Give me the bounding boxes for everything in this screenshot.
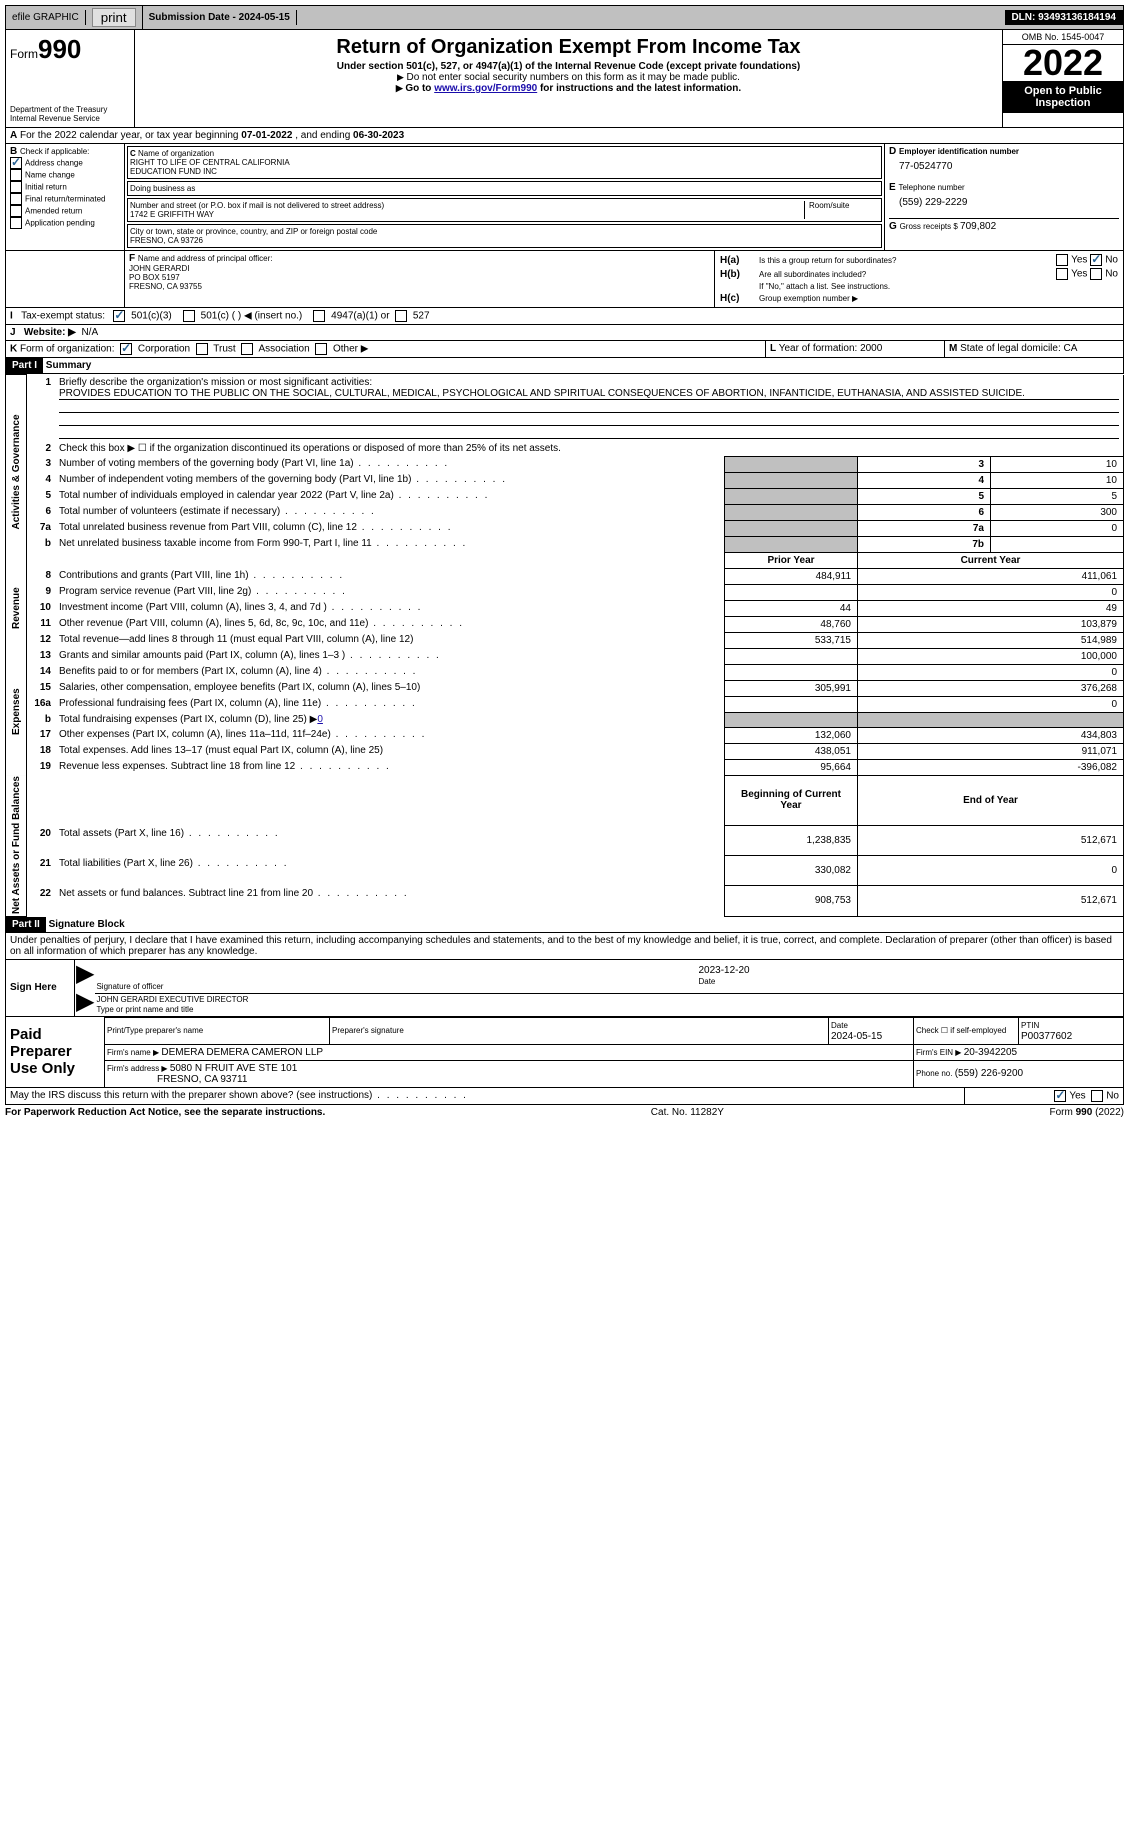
irs-label: Internal Revenue Service bbox=[10, 114, 130, 123]
officer-city: FRESNO, CA 93755 bbox=[129, 282, 710, 291]
form-title: Return of Organization Exempt From Incom… bbox=[139, 36, 998, 59]
table-row: 3Number of voting members of the governi… bbox=[6, 456, 1124, 472]
side-expenses: Expenses bbox=[6, 648, 27, 775]
table-row: 10Investment income (Part VIII, column (… bbox=[6, 600, 1124, 616]
ssn-note: Do not enter social security numbers on … bbox=[139, 72, 998, 83]
tax-period-row: A For the 2022 calendar year, or tax yea… bbox=[5, 128, 1124, 144]
tax-exempt-row: I Tax-exempt status: 501(c)(3) 501(c) ( … bbox=[5, 308, 1124, 325]
firm-name: DEMERA DEMERA CAMERON LLP bbox=[161, 1047, 323, 1058]
check-initial[interactable]: Initial return bbox=[10, 181, 120, 193]
part1-table: Activities & Governance 1 Briefly descri… bbox=[5, 374, 1124, 917]
table-row: 19Revenue less expenses. Subtract line 1… bbox=[6, 759, 1124, 775]
officer-name-title: JOHN GERARDI EXECUTIVE DIRECTOR bbox=[96, 995, 1122, 1004]
self-employed-check[interactable]: Check ☐ if self-employed bbox=[914, 1017, 1019, 1044]
officer-po: PO BOX 5197 bbox=[129, 273, 710, 282]
table-row: 7aTotal unrelated business revenue from … bbox=[6, 520, 1124, 536]
side-netassets: Net Assets or Fund Balances bbox=[6, 775, 27, 916]
part2-header: Part II Signature Block bbox=[5, 917, 1124, 933]
form-subtitle: Under section 501(c), 527, or 4947(a)(1)… bbox=[139, 61, 998, 72]
sign-here: Sign Here bbox=[6, 960, 75, 1017]
sig-date: 2023-12-20 bbox=[698, 965, 1122, 976]
table-row: 20Total assets (Part X, line 16)1,238,83… bbox=[6, 826, 1124, 856]
form-header: Form990 Department of the Treasury Inter… bbox=[5, 30, 1124, 128]
part1-header: Part I Summary bbox=[5, 358, 1124, 374]
table-row: 16aProfessional fundraising fees (Part I… bbox=[6, 696, 1124, 712]
print-button[interactable]: print bbox=[92, 8, 136, 27]
phone: (559) 229-2229 bbox=[889, 193, 1119, 218]
website-row: J Website: ▶ N/A bbox=[5, 325, 1124, 341]
table-row: 17Other expenses (Part IX, column (A), l… bbox=[6, 727, 1124, 743]
dln: DLN: 93493136184194 bbox=[1005, 10, 1123, 25]
table-row: 15Salaries, other compensation, employee… bbox=[6, 680, 1124, 696]
check-name[interactable]: Name change bbox=[10, 169, 120, 181]
check-address[interactable]: Address change bbox=[10, 157, 120, 169]
mission: PROVIDES EDUCATION TO THE PUBLIC ON THE … bbox=[59, 388, 1119, 400]
form-version: Form 990 (2022) bbox=[1050, 1107, 1124, 1118]
tax-year: 2022 bbox=[1003, 45, 1123, 81]
form-number: Form990 bbox=[10, 34, 130, 65]
table-row: 21Total liabilities (Part X, line 26)330… bbox=[6, 856, 1124, 886]
penalty-text: Under penalties of perjury, I declare th… bbox=[5, 933, 1124, 960]
side-revenue: Revenue bbox=[6, 568, 27, 648]
ptin: P00377602 bbox=[1021, 1031, 1072, 1042]
signature-table: Sign Here ▶ Signature of officer 2023-12… bbox=[5, 960, 1124, 1017]
table-row: 14Benefits paid to or for members (Part … bbox=[6, 664, 1124, 680]
table-row: 18Total expenses. Add lines 13–17 (must … bbox=[6, 743, 1124, 759]
open-inspection: Open to PublicInspection bbox=[1003, 81, 1123, 113]
top-bar: efile GRAPHIC print Submission Date - 20… bbox=[5, 5, 1124, 30]
check-pending[interactable]: Application pending bbox=[10, 217, 120, 229]
dba: Doing business as bbox=[127, 181, 882, 196]
table-row: 6Total number of volunteers (estimate if… bbox=[6, 504, 1124, 520]
table-row: bNet unrelated business taxable income f… bbox=[6, 536, 1124, 552]
table-row: 9Program service revenue (Part VIII, lin… bbox=[6, 584, 1124, 600]
firm-ein: 20-3942205 bbox=[964, 1047, 1017, 1058]
year-formation: 2000 bbox=[860, 343, 882, 354]
discuss-row: May the IRS discuss this return with the… bbox=[5, 1088, 1124, 1105]
efile-label: efile GRAPHIC bbox=[6, 10, 86, 25]
entity-info: B Check if applicable: Address change Na… bbox=[5, 144, 1124, 251]
ein: 77-0524770 bbox=[889, 157, 1119, 182]
firm-address: 5080 N FRUIT AVE STE 101 bbox=[170, 1063, 297, 1074]
street: 1742 E GRIFFITH WAY bbox=[130, 210, 804, 219]
firm-phone: (559) 226-9200 bbox=[955, 1068, 1023, 1079]
paid-preparer: Paid Preparer Use Only bbox=[6, 1017, 105, 1087]
table-row: 5Total number of individuals employed in… bbox=[6, 488, 1124, 504]
check-final[interactable]: Final return/terminated bbox=[10, 193, 120, 205]
table-row: 4Number of independent voting members of… bbox=[6, 472, 1124, 488]
org-name-1: RIGHT TO LIFE OF CENTRAL CALIFORNIA bbox=[130, 158, 879, 167]
prep-date: 2024-05-15 bbox=[831, 1031, 882, 1042]
officer-group-row: F Name and address of principal officer:… bbox=[5, 251, 1124, 308]
check-amended[interactable]: Amended return bbox=[10, 205, 120, 217]
gross-receipts: 709,802 bbox=[960, 221, 996, 232]
firm-city: FRESNO, CA 93711 bbox=[157, 1074, 247, 1085]
submission-label: Submission Date - bbox=[149, 12, 239, 23]
website: N/A bbox=[81, 327, 98, 338]
preparer-table: Paid Preparer Use Only Print/Type prepar… bbox=[5, 1017, 1124, 1088]
link-note: Go to www.irs.gov/Form990 for instructio… bbox=[139, 83, 998, 94]
submission-date: 2024-05-15 bbox=[239, 12, 290, 23]
side-activities: Activities & Governance bbox=[6, 375, 27, 569]
dept-treasury: Department of the Treasury bbox=[10, 105, 130, 114]
table-row: 12Total revenue—add lines 8 through 11 (… bbox=[6, 632, 1124, 648]
city: FRESNO, CA 93726 bbox=[130, 236, 879, 245]
irs-link[interactable]: www.irs.gov/Form990 bbox=[434, 83, 537, 94]
page-footer: For Paperwork Reduction Act Notice, see … bbox=[5, 1105, 1124, 1120]
org-name-2: EDUCATION FUND INC bbox=[130, 167, 879, 176]
state-domicile: CA bbox=[1064, 343, 1078, 354]
room-suite: Room/suite bbox=[804, 201, 879, 219]
officer-name: JOHN GERARDI bbox=[129, 264, 710, 273]
fundraising-link[interactable]: 0 bbox=[317, 714, 323, 725]
table-row: 11Other revenue (Part VIII, column (A), … bbox=[6, 616, 1124, 632]
table-row: 22Net assets or fund balances. Subtract … bbox=[6, 886, 1124, 916]
klm-row: K Form of organization: Corporation Trus… bbox=[5, 341, 1124, 358]
